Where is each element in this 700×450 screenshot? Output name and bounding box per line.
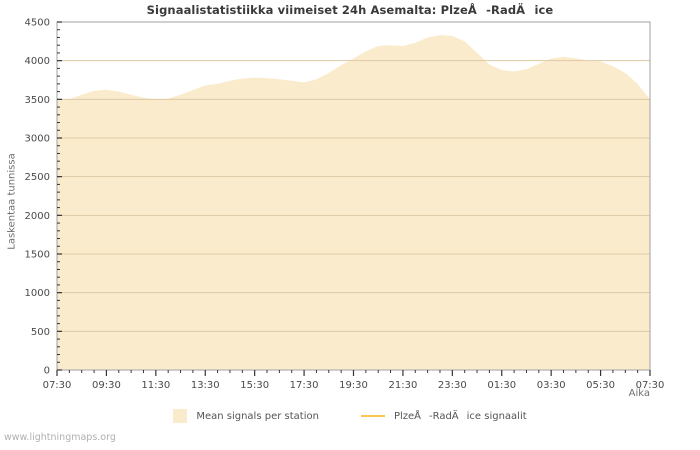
y-tick-label: 4500 [25,18,50,29]
x-tick-label: 05:30 [586,380,615,391]
x-tick-label: 09:30 [92,380,121,391]
y-tick-label: 3000 [25,134,50,145]
y-tick-label: 0 [44,366,50,377]
x-tick-label: 11:30 [141,380,170,391]
y-tick-label: 1500 [25,250,50,261]
watermark: www.lightningmaps.org [4,432,116,443]
y-tick-label: 2000 [25,211,50,222]
x-tick-label: 19:30 [339,380,368,391]
y-tick-label: 500 [31,327,50,338]
x-axis-label: Aika [628,388,650,399]
y-tick-label: 3500 [25,95,50,106]
legend-label: PlzeÅ-RadÄice signaalit [393,410,527,422]
x-tick-label: 07:30 [43,380,72,391]
chart-title: Signaalistatistiikka viimeiset 24h Asema… [146,3,554,17]
y-tick-label: 4000 [25,56,50,67]
legend-label: Mean signals per station [196,410,319,422]
x-tick-label: 13:30 [191,380,220,391]
x-tick-label: 03:30 [537,380,566,391]
chart-legend: Mean signals per station PlzeÅ-RadÄice… [0,409,700,423]
legend-item-mean-signals[interactable]: Mean signals per station [173,409,319,423]
legend-item-station-signals[interactable]: PlzeÅ-RadÄice signaalit [360,410,527,423]
area-series-mean-signals [57,35,650,371]
line-swatch-icon [360,415,385,417]
x-tick-label: 15:30 [240,380,269,391]
y-tick-label: 1000 [25,288,50,299]
y-axis-label: Laskentaa tunnissa [6,153,18,250]
x-tick-label: 23:30 [438,380,467,391]
area-swatch-icon [173,409,188,423]
x-tick-label: 07:30 [636,380,665,391]
x-tick-label: 21:30 [389,380,418,391]
x-tick-label: 01:30 [487,380,516,391]
x-tick-label: 17:30 [290,380,319,391]
y-tick-label: 2500 [25,172,50,183]
